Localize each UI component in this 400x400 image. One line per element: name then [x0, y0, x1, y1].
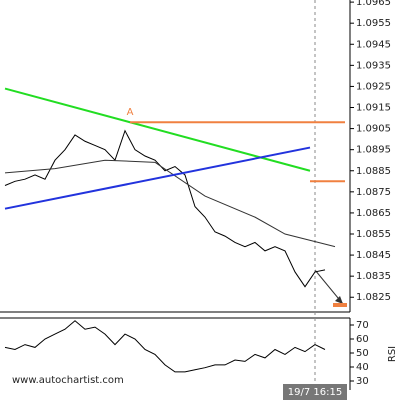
y-tick-label: 40 [356, 362, 369, 373]
series-line [4, 159, 336, 248]
y-tick-label: 1.0945 [356, 39, 391, 50]
y-tick-label: 1.0895 [356, 145, 391, 156]
rsi-label: RSI [387, 346, 398, 362]
y-tick-label: 1.0855 [356, 229, 391, 240]
y-tick-label: 60 [356, 334, 369, 345]
y-tick-label: 50 [356, 348, 369, 359]
y-tick-label: 1.0935 [356, 60, 391, 71]
y-tick-label: 1.0955 [356, 18, 391, 29]
forecast-arrowhead [335, 296, 343, 304]
y-tick-label: 1.0865 [356, 208, 391, 219]
time-label-box [283, 384, 347, 400]
y-tick-label: 1.0825 [356, 292, 391, 303]
y-tick-label: 70 [356, 320, 369, 331]
series-line [4, 320, 326, 373]
y-tick-label: 1.0845 [356, 250, 391, 261]
pattern-label: A [127, 107, 134, 118]
y-tick-label: 1.0885 [356, 166, 391, 177]
target-marker [333, 303, 347, 307]
y-tick-label: 1.0925 [356, 81, 391, 92]
y-tick-label: 1.0965 [356, 0, 391, 8]
series-line [4, 146, 311, 210]
y-tick-label: 1.0875 [356, 187, 391, 198]
y-tick-label: 30 [356, 376, 369, 387]
y-tick-label: 1.0835 [356, 271, 391, 282]
series-line [4, 129, 326, 288]
y-tick-label: 1.0915 [356, 103, 391, 114]
watermark: www.autochartist.com [12, 375, 124, 386]
y-tick-label: 1.0905 [356, 124, 391, 135]
x-tick-label: 19/7 16:15 [288, 387, 342, 398]
